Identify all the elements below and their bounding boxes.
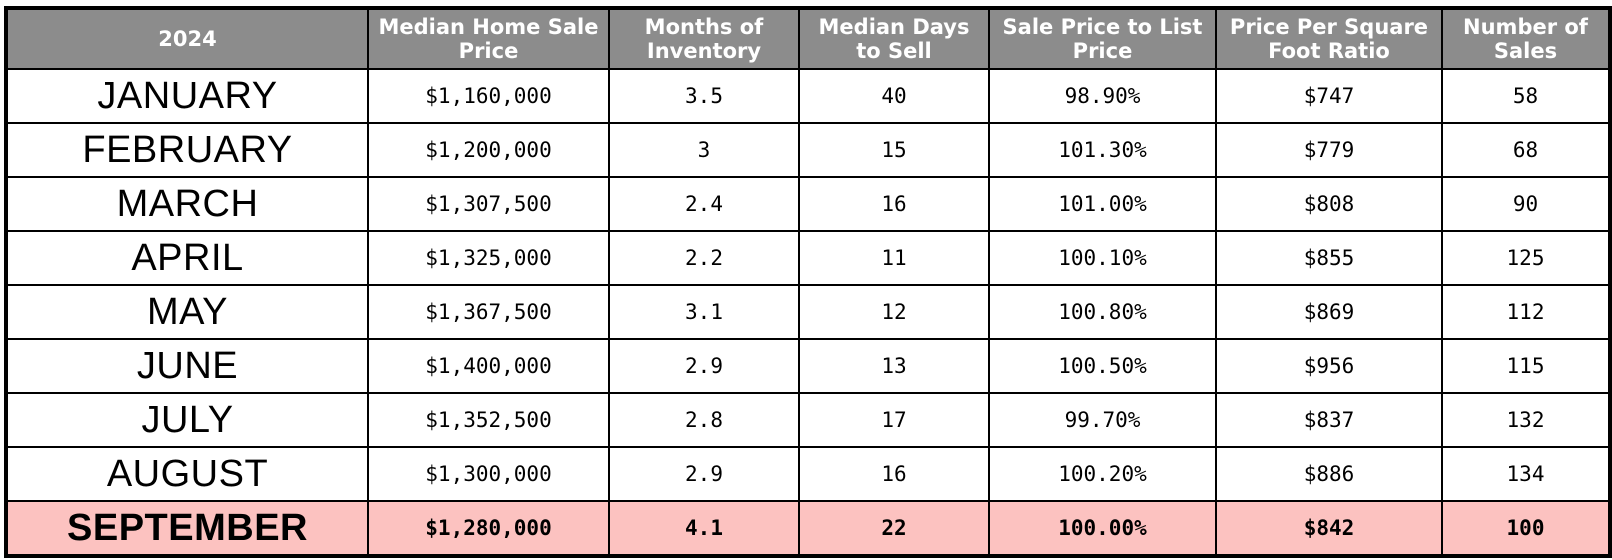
median-days-cell: 40 [798, 68, 990, 124]
price-per-sqft-cell: $779 [1215, 122, 1443, 178]
price-per-sqft-cell: $869 [1215, 284, 1443, 340]
median-price-cell: $1,400,000 [367, 338, 610, 394]
median-days-cell: 12 [798, 284, 990, 340]
header-number-of-sales: Number of Sales [1441, 7, 1611, 70]
month-cell: FEBRUARY [5, 122, 369, 178]
sale-to-list-cell: 100.10% [988, 230, 1217, 286]
month-cell: MARCH [5, 176, 369, 232]
months-inventory-cell: 2.8 [608, 392, 800, 448]
median-price-cell: $1,367,500 [367, 284, 610, 340]
median-price-cell: $1,307,500 [367, 176, 610, 232]
header-months-of-inventory: Months of Inventory [608, 7, 800, 70]
table-header: 2024 Median Home Sale Price Months of In… [5, 7, 1611, 70]
num-sales-cell: 115 [1441, 338, 1611, 394]
median-price-cell: $1,325,000 [367, 230, 610, 286]
table-row: AUGUST $1,300,000 2.9 16 100.20% $886 134 [5, 446, 1611, 502]
months-inventory-cell: 2.2 [608, 230, 800, 286]
num-sales-cell: 125 [1441, 230, 1611, 286]
table-row: APRIL $1,325,000 2.2 11 100.10% $855 125 [5, 230, 1611, 286]
header-price-per-square-foot-ratio: Price Per Square Foot Ratio [1215, 7, 1443, 70]
num-sales-cell: 132 [1441, 392, 1611, 448]
month-cell: AUGUST [5, 446, 369, 502]
table-row: JUNE $1,400,000 2.9 13 100.50% $956 115 [5, 338, 1611, 394]
month-cell: JULY [5, 392, 369, 448]
months-inventory-cell: 4.1 [608, 500, 800, 557]
header-year: 2024 [5, 7, 369, 70]
sale-to-list-cell: 101.30% [988, 122, 1217, 178]
median-price-cell: $1,352,500 [367, 392, 610, 448]
num-sales-cell: 134 [1441, 446, 1611, 502]
num-sales-cell: 100 [1441, 500, 1611, 557]
table-row: MAY $1,367,500 3.1 12 100.80% $869 112 [5, 284, 1611, 340]
table-row-highlighted: SEPTEMBER $1,280,000 4.1 22 100.00% $842 100 [5, 500, 1611, 557]
median-days-cell: 13 [798, 338, 990, 394]
month-cell: SEPTEMBER [5, 500, 369, 557]
table-row: JULY $1,352,500 2.8 17 99.70% $837 132 [5, 392, 1611, 448]
median-days-cell: 17 [798, 392, 990, 448]
median-days-cell: 16 [798, 446, 990, 502]
sale-to-list-cell: 100.80% [988, 284, 1217, 340]
num-sales-cell: 68 [1441, 122, 1611, 178]
market-stats-table-container: 2024 Median Home Sale Price Months of In… [4, 6, 1612, 558]
month-cell: MAY [5, 284, 369, 340]
months-inventory-cell: 2.9 [608, 338, 800, 394]
table-row: FEBRUARY $1,200,000 3 15 101.30% $779 68 [5, 122, 1611, 178]
months-inventory-cell: 3.5 [608, 68, 800, 124]
median-price-cell: $1,200,000 [367, 122, 610, 178]
months-inventory-cell: 2.9 [608, 446, 800, 502]
header-median-home-sale-price: Median Home Sale Price [367, 7, 610, 70]
month-cell: JANUARY [5, 68, 369, 124]
sale-to-list-cell: 100.20% [988, 446, 1217, 502]
price-per-sqft-cell: $747 [1215, 68, 1443, 124]
median-days-cell: 11 [798, 230, 990, 286]
sale-to-list-cell: 99.70% [988, 392, 1217, 448]
months-inventory-cell: 3.1 [608, 284, 800, 340]
median-days-cell: 15 [798, 122, 990, 178]
num-sales-cell: 90 [1441, 176, 1611, 232]
table-row: MARCH $1,307,500 2.4 16 101.00% $808 90 [5, 176, 1611, 232]
num-sales-cell: 112 [1441, 284, 1611, 340]
table-row: JANUARY $1,160,000 3.5 40 98.90% $747 58 [5, 68, 1611, 124]
header-median-days-to-sell: Median Days to Sell [798, 7, 990, 70]
month-cell: APRIL [5, 230, 369, 286]
median-days-cell: 22 [798, 500, 990, 557]
sale-to-list-cell: 98.90% [988, 68, 1217, 124]
price-per-sqft-cell: $886 [1215, 446, 1443, 502]
price-per-sqft-cell: $855 [1215, 230, 1443, 286]
header-sale-price-to-list-price: Sale Price to List Price [988, 7, 1217, 70]
sale-to-list-cell: 100.00% [988, 500, 1217, 557]
sale-to-list-cell: 101.00% [988, 176, 1217, 232]
median-price-cell: $1,300,000 [367, 446, 610, 502]
median-price-cell: $1,280,000 [367, 500, 610, 557]
median-days-cell: 16 [798, 176, 990, 232]
months-inventory-cell: 2.4 [608, 176, 800, 232]
median-price-cell: $1,160,000 [367, 68, 610, 124]
price-per-sqft-cell: $842 [1215, 500, 1443, 557]
month-cell: JUNE [5, 338, 369, 394]
market-stats-table: 2024 Median Home Sale Price Months of In… [4, 6, 1612, 558]
months-inventory-cell: 3 [608, 122, 800, 178]
header-row: 2024 Median Home Sale Price Months of In… [5, 7, 1611, 70]
table-body: JANUARY $1,160,000 3.5 40 98.90% $747 58 FEBRUA… [5, 68, 1611, 557]
num-sales-cell: 58 [1441, 68, 1611, 124]
sale-to-list-cell: 100.50% [988, 338, 1217, 394]
price-per-sqft-cell: $808 [1215, 176, 1443, 232]
price-per-sqft-cell: $956 [1215, 338, 1443, 394]
price-per-sqft-cell: $837 [1215, 392, 1443, 448]
